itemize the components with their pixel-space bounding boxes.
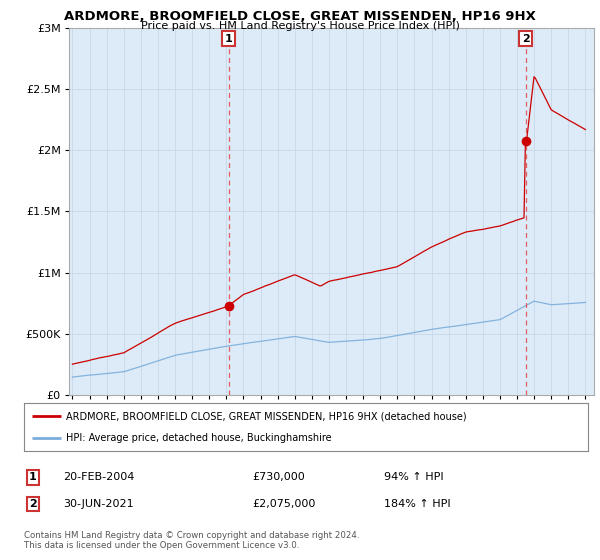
Text: 2: 2 xyxy=(29,499,37,509)
Text: 1: 1 xyxy=(29,472,37,482)
Text: HPI: Average price, detached house, Buckinghamshire: HPI: Average price, detached house, Buck… xyxy=(66,433,332,443)
Text: 20-FEB-2004: 20-FEB-2004 xyxy=(63,472,134,482)
Text: 2: 2 xyxy=(522,34,529,44)
Text: 94% ↑ HPI: 94% ↑ HPI xyxy=(384,472,443,482)
Text: £730,000: £730,000 xyxy=(252,472,305,482)
Text: Contains HM Land Registry data © Crown copyright and database right 2024.
This d: Contains HM Land Registry data © Crown c… xyxy=(24,531,359,550)
Text: 30-JUN-2021: 30-JUN-2021 xyxy=(63,499,134,509)
Text: ARDMORE, BROOMFIELD CLOSE, GREAT MISSENDEN, HP16 9HX: ARDMORE, BROOMFIELD CLOSE, GREAT MISSEND… xyxy=(64,10,536,23)
Text: ARDMORE, BROOMFIELD CLOSE, GREAT MISSENDEN, HP16 9HX (detached house): ARDMORE, BROOMFIELD CLOSE, GREAT MISSEND… xyxy=(66,411,467,421)
Text: Price paid vs. HM Land Registry's House Price Index (HPI): Price paid vs. HM Land Registry's House … xyxy=(140,21,460,31)
Text: 184% ↑ HPI: 184% ↑ HPI xyxy=(384,499,451,509)
Text: 1: 1 xyxy=(224,34,232,44)
Text: £2,075,000: £2,075,000 xyxy=(252,499,316,509)
